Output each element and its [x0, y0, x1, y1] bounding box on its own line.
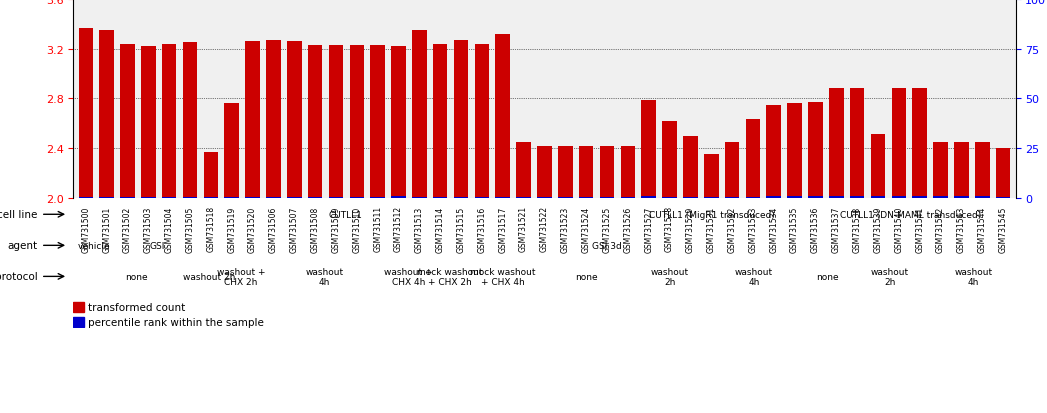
Text: GSI 3d: GSI 3d	[593, 241, 622, 250]
Text: CUTLL1 (DN-MAML transduced): CUTLL1 (DN-MAML transduced)	[841, 210, 981, 219]
Bar	[245, 42, 260, 198]
Bar	[975, 197, 989, 198]
Bar	[745, 197, 760, 198]
Text: none: none	[816, 272, 839, 281]
Bar	[808, 103, 823, 198]
Bar	[600, 146, 615, 198]
Bar	[683, 197, 697, 198]
Bar	[558, 146, 573, 198]
Bar	[662, 121, 676, 198]
Bar	[371, 46, 385, 198]
Bar	[850, 89, 865, 198]
Bar	[621, 197, 636, 198]
Bar	[912, 197, 927, 198]
Bar	[432, 45, 447, 198]
Bar	[871, 135, 886, 198]
Bar	[99, 31, 114, 198]
Text: washout 2h: washout 2h	[183, 272, 236, 281]
Bar	[350, 46, 364, 198]
Bar	[683, 136, 697, 198]
Bar	[413, 31, 427, 198]
Bar	[933, 142, 948, 198]
Text: washout
4h: washout 4h	[955, 267, 993, 286]
Bar	[79, 28, 93, 198]
Bar	[516, 197, 531, 198]
Bar	[495, 35, 510, 198]
Bar	[642, 100, 656, 198]
Bar	[766, 197, 781, 198]
Bar	[662, 197, 676, 198]
Bar	[725, 142, 739, 198]
Text: protocol: protocol	[0, 272, 38, 282]
Text: none: none	[125, 272, 148, 281]
Text: CUTLL1 (MigR1 transduced): CUTLL1 (MigR1 transduced)	[649, 210, 775, 219]
Text: vehicle: vehicle	[77, 241, 111, 250]
Bar	[287, 42, 302, 198]
Bar	[829, 197, 844, 198]
Text: washout
2h: washout 2h	[651, 267, 689, 286]
Text: washout +
CHX 4h: washout + CHX 4h	[384, 267, 432, 286]
Bar	[975, 142, 989, 198]
Bar	[474, 45, 489, 198]
Bar	[787, 104, 802, 198]
Bar	[912, 89, 927, 198]
Bar	[933, 197, 948, 198]
Bar	[850, 197, 865, 198]
Text: cell line: cell line	[0, 210, 38, 220]
Bar	[600, 197, 615, 198]
Text: CUTLL1: CUTLL1	[329, 210, 362, 219]
Bar	[329, 46, 343, 198]
Bar	[558, 197, 573, 198]
Bar	[183, 43, 197, 198]
Bar	[642, 197, 656, 198]
Bar	[203, 152, 218, 198]
Bar	[266, 41, 281, 198]
Bar	[704, 155, 718, 198]
Bar	[120, 45, 135, 198]
Bar	[745, 120, 760, 198]
Bar	[579, 197, 594, 198]
Bar	[141, 47, 156, 198]
Bar	[392, 47, 406, 198]
Bar	[308, 46, 322, 198]
Text: washout +
CHX 2h: washout + CHX 2h	[217, 267, 265, 286]
Bar	[766, 105, 781, 198]
Bar	[954, 197, 968, 198]
Bar	[224, 104, 239, 198]
Bar	[453, 41, 468, 198]
Bar	[996, 197, 1010, 198]
Bar	[621, 146, 636, 198]
Bar	[892, 197, 906, 198]
Bar	[954, 142, 968, 198]
Bar	[871, 197, 886, 198]
Text: percentile rank within the sample: percentile rank within the sample	[88, 317, 264, 327]
Text: agent: agent	[7, 241, 38, 251]
Bar	[73, 317, 84, 327]
Bar	[808, 197, 823, 198]
Bar	[516, 142, 531, 198]
Bar	[392, 197, 406, 198]
Bar	[73, 302, 84, 312]
Text: washout
4h: washout 4h	[306, 267, 343, 286]
Bar	[537, 197, 552, 198]
Text: washout
2h: washout 2h	[871, 267, 909, 286]
Bar	[829, 89, 844, 198]
Bar	[162, 45, 177, 198]
Bar	[224, 197, 239, 198]
Bar	[996, 149, 1010, 198]
Text: none: none	[575, 272, 598, 281]
Bar	[787, 197, 802, 198]
Bar	[579, 146, 594, 198]
Bar	[892, 89, 906, 198]
Text: mock washout
+ CHX 4h: mock washout + CHX 4h	[470, 267, 535, 286]
Bar	[725, 197, 739, 198]
Text: transformed count: transformed count	[88, 303, 185, 313]
Text: GSI: GSI	[150, 241, 164, 250]
Bar	[537, 146, 552, 198]
Text: mock washout
+ CHX 2h: mock washout + CHX 2h	[418, 267, 483, 286]
Bar	[371, 197, 385, 198]
Text: washout
4h: washout 4h	[735, 267, 773, 286]
